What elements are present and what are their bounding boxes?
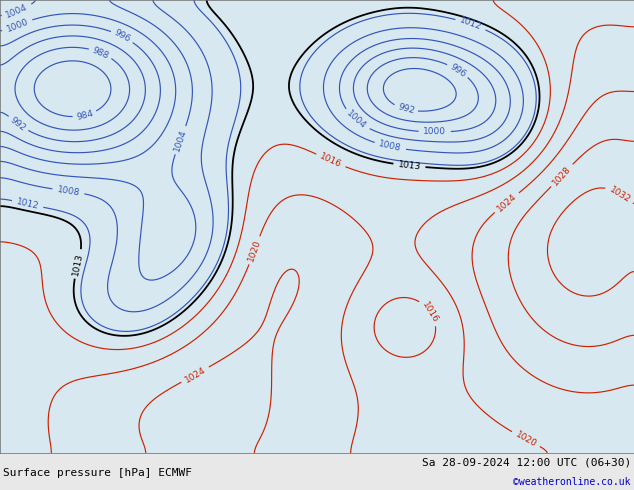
Text: 1032: 1032	[607, 185, 631, 205]
Text: 1024: 1024	[183, 365, 207, 384]
Text: 1004: 1004	[172, 128, 188, 152]
Text: 1020: 1020	[247, 238, 262, 263]
Text: 996: 996	[112, 28, 132, 45]
Text: ©weatheronline.co.uk: ©weatheronline.co.uk	[514, 477, 631, 487]
Text: 1028: 1028	[551, 164, 573, 187]
Text: 988: 988	[91, 45, 110, 60]
Text: Sa 28-09-2024 12:00 UTC (06+30): Sa 28-09-2024 12:00 UTC (06+30)	[422, 458, 631, 467]
Text: 1016: 1016	[318, 152, 343, 170]
Text: 1016: 1016	[420, 300, 440, 324]
Text: 1008: 1008	[56, 185, 81, 197]
Text: Surface pressure [hPa] ECMWF: Surface pressure [hPa] ECMWF	[3, 468, 192, 478]
Text: 992: 992	[9, 115, 28, 133]
Text: 992: 992	[396, 102, 415, 116]
Text: 1013: 1013	[398, 160, 422, 172]
Text: 1004: 1004	[345, 109, 368, 131]
Text: 1012: 1012	[458, 16, 483, 32]
Text: 1000: 1000	[5, 17, 30, 34]
Text: 1012: 1012	[15, 197, 40, 211]
Text: 984: 984	[75, 109, 94, 122]
Text: 1004: 1004	[4, 2, 29, 20]
Text: 1024: 1024	[495, 192, 519, 214]
Text: 996: 996	[448, 62, 468, 79]
Text: 1000: 1000	[423, 127, 446, 137]
Text: 1020: 1020	[514, 430, 538, 449]
Text: 1008: 1008	[378, 140, 403, 154]
Text: 1013: 1013	[72, 252, 85, 276]
